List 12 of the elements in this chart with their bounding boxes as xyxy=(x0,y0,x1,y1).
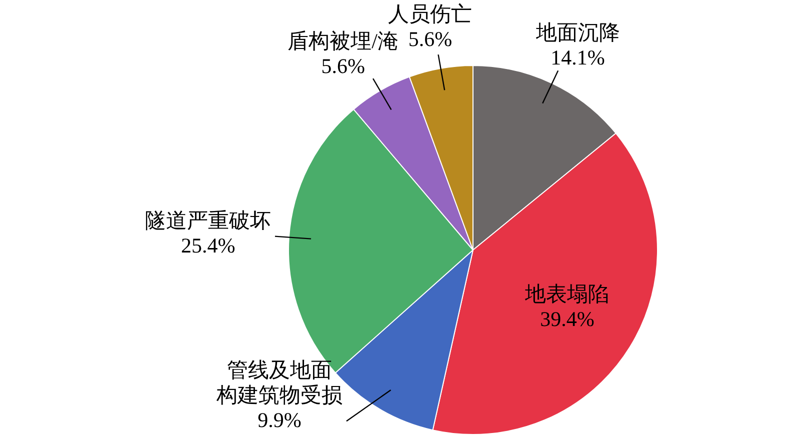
slice-label: 盾构被埋/淹 xyxy=(288,29,399,54)
data-label: 25.4% xyxy=(181,233,236,258)
data-label: 5.6% xyxy=(321,54,365,78)
slice-label: 隧道严重破坏 xyxy=(145,208,272,232)
data-label: 5.6% xyxy=(408,26,452,51)
slice-label: 人员伤亡 xyxy=(388,2,472,26)
data-label: 14.1% xyxy=(550,45,605,70)
slice-label: 地表塌陷 xyxy=(524,282,610,306)
data-label: 39.4% xyxy=(540,307,594,332)
slice-label: 地面沉降 xyxy=(534,20,620,44)
slice-label: 管线及地面构建筑物受损 xyxy=(215,358,342,408)
data-label: 9.9% xyxy=(258,408,302,432)
